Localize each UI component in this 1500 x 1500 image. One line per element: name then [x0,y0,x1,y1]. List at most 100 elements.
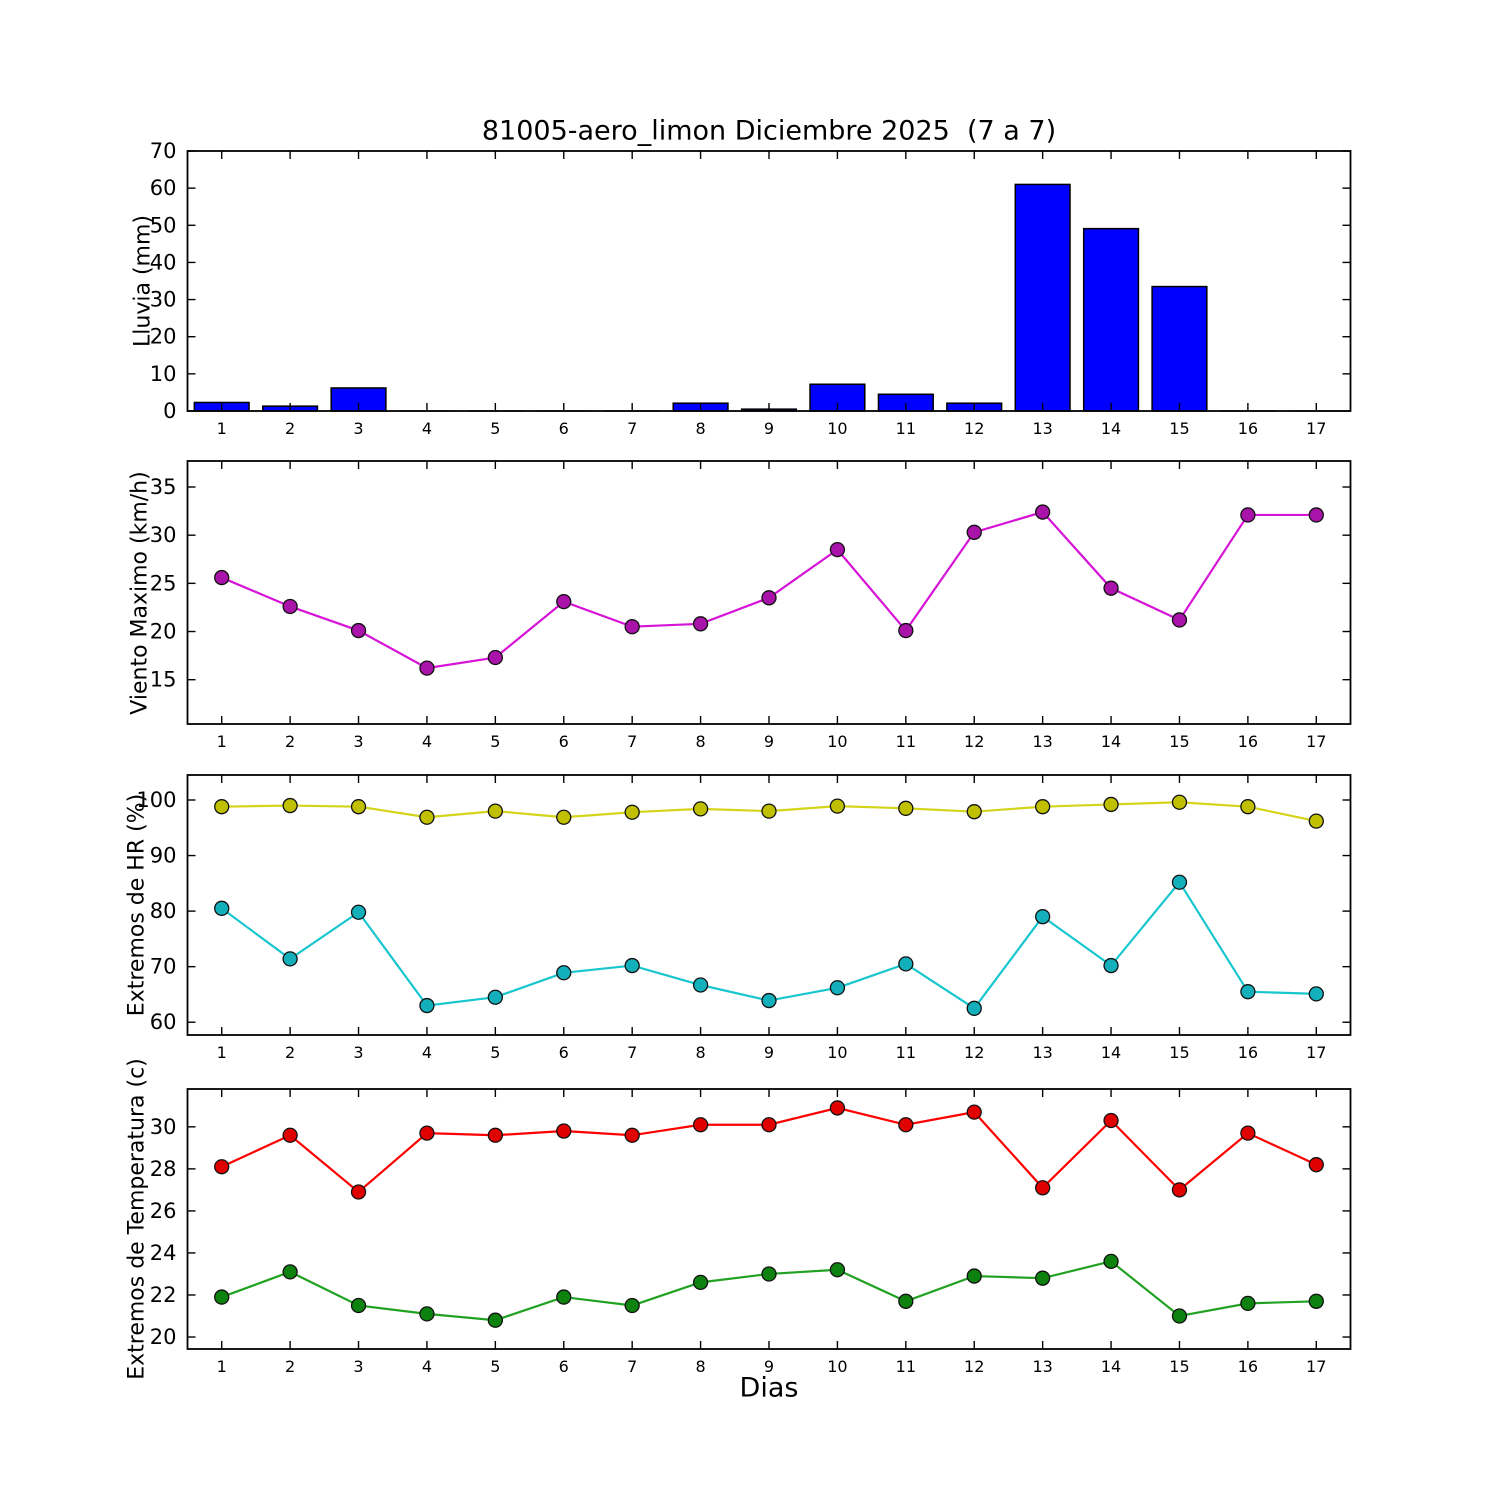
x-tick-label: 16 [1238,1357,1258,1376]
x-tick-label: 11 [896,1357,916,1376]
x-tick-label: 5 [490,419,500,438]
y-tick-label: 50 [150,213,177,237]
x-tick-label: 11 [896,419,916,438]
viento-maximo-marker [761,590,777,606]
hr-minima-marker [1171,874,1188,890]
hr-minima-marker [761,992,777,1009]
y-tick-label: 30 [150,288,177,312]
hr-maxima-marker [692,801,709,817]
viento-maximo-marker [1034,504,1051,520]
y-tick-label: 30 [150,1115,177,1139]
y-tick-label: 90 [150,844,177,868]
hr-maxima-marker [1034,799,1051,815]
temperatura-maxima-marker [761,1117,777,1133]
x-tick-label: 17 [1306,1357,1326,1376]
bar-day-13 [1014,183,1071,412]
x-tick-label: 14 [1101,1357,1121,1376]
x-tick-label: 17 [1306,1043,1326,1062]
temperatura-minima-marker [556,1289,572,1305]
hr-minima-marker [1240,984,1256,1000]
temperatura-minima-series [214,1253,1324,1328]
hr-maxima-marker [966,804,982,820]
viento-maximo-marker [350,622,367,639]
hr-maxima-marker [1240,799,1256,815]
y-tick-label: 60 [150,1010,177,1034]
x-tick-label: 9 [764,1357,774,1376]
temperatura-maxima-marker [350,1184,367,1200]
x-tick-label: 3 [353,1043,363,1062]
hr-minima-marker [966,1000,982,1016]
x-tick-label: 11 [896,1043,916,1062]
hr-minima-marker [282,951,298,967]
hr-minima-marker [1308,986,1324,1002]
hr-minima-marker [692,977,709,993]
viento-maximo-marker [1103,580,1119,596]
hr-maxima-marker [1103,796,1119,813]
x-tick-label: 10 [827,1043,847,1062]
hr-maxima-marker [350,799,367,815]
hr-minima-marker [898,956,914,972]
y-tick-label: 20 [150,1325,177,1349]
hr-minima-series [214,874,1324,1016]
x-tick-label: 13 [1032,732,1052,751]
x-tick-label: 1 [217,419,227,438]
viento-maximo-marker [966,524,982,540]
x-tick-label: 2 [285,419,295,438]
hr-maxima-marker [214,799,230,815]
temperatura-maxima-marker [1103,1112,1119,1129]
x-tick-label: 5 [490,1357,500,1376]
temperatura-minima-marker [966,1268,982,1284]
temperatura-maxima-marker [487,1127,504,1143]
viento-maximo-marker [1308,507,1324,523]
hr-minima-marker [487,989,504,1005]
temperatura-minima-marker [761,1266,777,1282]
temperatura-minima-marker [350,1297,367,1314]
y-tick-label: 25 [150,571,177,595]
x-tick-label: 16 [1238,732,1258,751]
temperatura-maxima-marker [214,1159,230,1175]
x-tick-label: 3 [353,1357,363,1376]
temperatura-minima-marker [1034,1270,1051,1286]
temperatura-minima-marker [487,1312,504,1328]
x-tick-label: 13 [1032,1043,1052,1062]
viento-maximo-marker [419,660,435,676]
viento-maximo-marker [1171,612,1188,628]
viento-maximo-marker [556,594,572,610]
temperatura-minima-marker [1103,1253,1119,1270]
bar-day-10 [809,383,866,412]
temperatura-maxima-marker [282,1127,298,1143]
x-tick-label: 7 [627,1043,637,1062]
viento-maximo-marker [487,649,504,666]
hr-maxima-marker [487,803,504,819]
hr-minima-marker [624,957,640,974]
x-tick-label: 12 [964,419,984,438]
viento-maximo-marker [214,569,230,586]
x-tick-label: 15 [1169,732,1189,751]
x-tick-label: 12 [964,1043,984,1062]
figure-title: 81005-aero_limon Diciembre 2025 (7 a 7) [481,115,1057,147]
temperatura-maxima-marker [556,1123,572,1139]
temperatura-maxima-marker [1240,1125,1256,1141]
y-tick-label: 20 [150,620,177,644]
hr-minima-marker [1103,957,1119,974]
temperatura-minima-marker [419,1306,435,1322]
y-tick-label: 40 [150,250,177,274]
hr-minima-marker [419,997,435,1014]
y-tick-label: 22 [150,1283,177,1307]
x-tick-label: 3 [353,419,363,438]
x-tick-label: 9 [764,419,774,438]
temperatura-minima-marker [829,1262,846,1278]
x-tick-label: 6 [559,1043,569,1062]
y-tick-label: 26 [150,1199,177,1223]
temperatura-minima-marker [282,1264,298,1280]
temperatura-maxima-marker [829,1100,846,1116]
x-tick-label: 4 [422,732,432,751]
x-tick-label: 4 [422,419,432,438]
